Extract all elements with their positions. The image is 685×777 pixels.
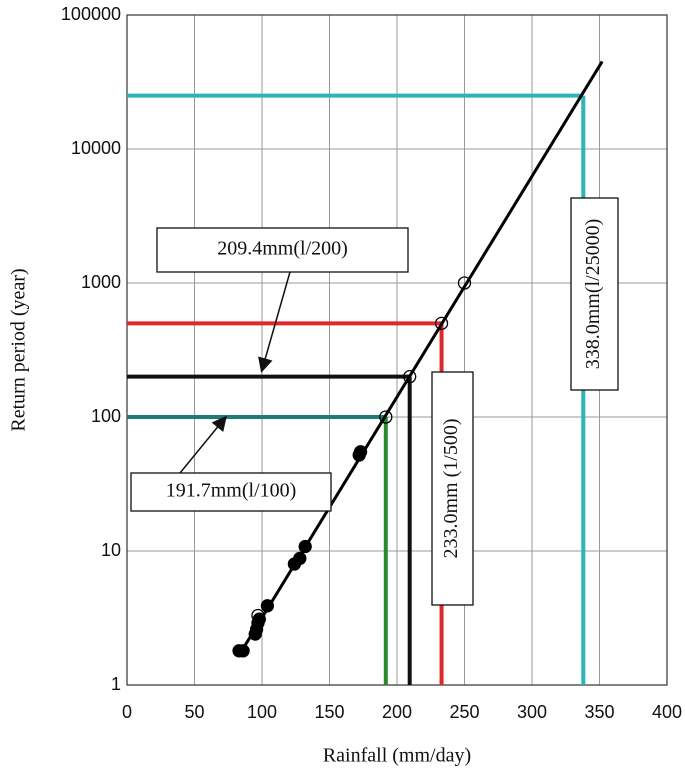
annotation-box [431,371,474,606]
y-tick-label: 1000 [81,272,121,292]
fit-line [240,60,604,652]
x-tick-label: 0 [122,702,132,722]
annotation-arrow [179,415,227,474]
annotation-arrow [258,271,291,373]
x-tick-label: 50 [184,702,204,722]
x-tick-label: 100 [247,702,277,722]
y-tick-label: 10 [101,540,121,560]
x-tick-label: 350 [584,702,614,722]
plotted-point [434,316,449,330]
plot-frame [126,14,668,686]
annotation-box [156,227,409,273]
y-tick-label: 1 [111,674,121,694]
plotted-point [379,410,393,424]
annotation-text: 191.7mm(l/100) [166,480,297,502]
x-axis-label: Rainfall (mm/day) [323,745,471,767]
x-tick-label: 300 [517,702,547,722]
x-tick-label: 200 [382,702,412,722]
x-tick-label: 400 [652,702,682,722]
y-tick-label: 10000 [71,138,121,158]
annotation-text: 233.0mm (1/500) [440,419,462,559]
annotation-text: 209.4mm(l/200) [217,238,348,260]
x-tick-label: 250 [449,702,479,722]
y-tick-label: 100000 [61,4,121,24]
annotation-text: 338.0mm(l/25000) [582,219,604,370]
y-axis-label: Return period (year) [8,268,30,431]
y-tick-label: 100 [91,406,121,426]
annotation-box [570,197,619,391]
annotation-box [130,472,332,512]
plotted-point [403,370,417,384]
x-tick-label: 150 [314,702,344,722]
